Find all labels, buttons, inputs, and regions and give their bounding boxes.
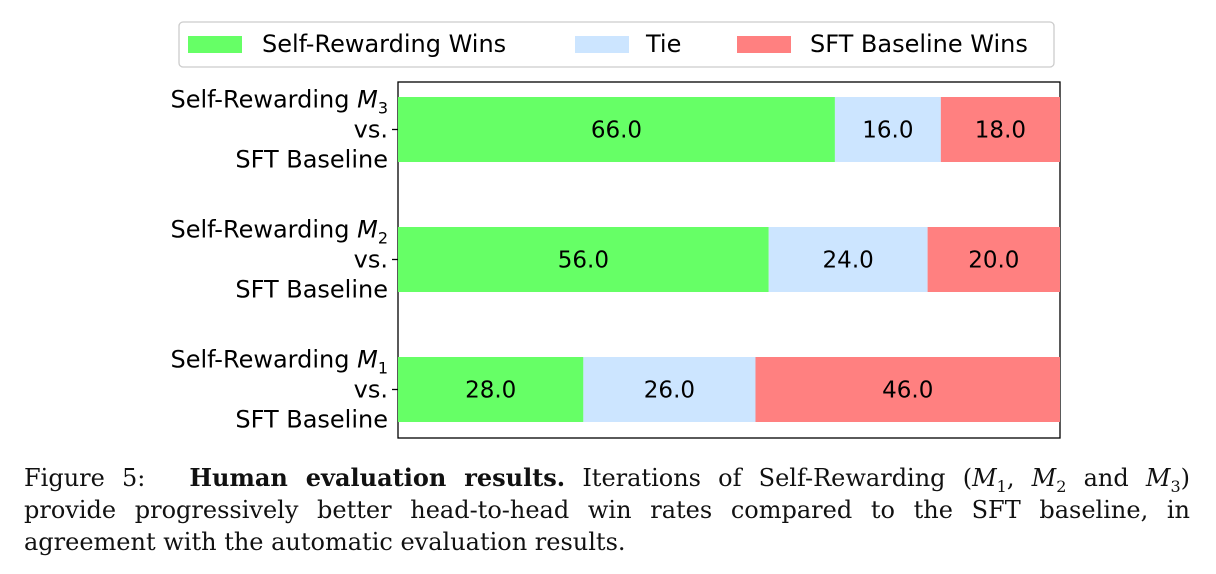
- caption-bold-title: Human evaluation results.: [189, 463, 566, 492]
- y-tick-label-line3: SFT Baseline: [235, 146, 388, 174]
- caption-text-1: Iterations of Self-Rewarding (: [565, 464, 973, 492]
- caption-sub-2: 2: [1056, 476, 1067, 496]
- data-label: 16.0: [862, 118, 913, 144]
- caption-sub-3: 3: [1170, 476, 1181, 496]
- y-tick-text: Self-Rewarding: [171, 216, 358, 244]
- y-tick-subscript: 1: [378, 359, 388, 378]
- bar-3-series-2: [583, 357, 756, 422]
- bar-2-series-2: [768, 227, 928, 292]
- figure-caption: Figure 5: Human evaluation results. Itera…: [24, 462, 1190, 558]
- y-tick-label-line3: SFT Baseline: [235, 276, 388, 304]
- y-tick-subscript: 2: [378, 229, 388, 248]
- caption-model-m3: M: [1145, 464, 1171, 492]
- data-label: 28.0: [465, 378, 516, 404]
- data-label: 20.0: [968, 248, 1019, 274]
- y-tick-model: M: [357, 86, 378, 114]
- bar-3-series-1: [398, 357, 584, 422]
- chart-legend: Self-Rewarding Wins Tie SFT Baseline Wins: [178, 21, 1055, 68]
- y-tick-text: Self-Rewarding: [171, 346, 358, 374]
- stacked-bar-chart: Self-Rewarding Wins Tie SFT Baseline Wins …: [171, 21, 1061, 439]
- caption-sep-1: ,: [1006, 464, 1032, 492]
- y-tick-model: M: [357, 346, 378, 374]
- caption-model-m1: M: [972, 464, 997, 492]
- bar-1-series-1: [398, 97, 835, 162]
- data-label: 46.0: [882, 378, 933, 404]
- data-label: 24.0: [823, 248, 874, 274]
- legend-label-3: SFT Baseline Wins: [810, 30, 1028, 58]
- y-tick-label-line1: Self-Rewarding M1: [171, 346, 389, 378]
- caption-sep-2: and: [1066, 464, 1146, 492]
- data-label: 18.0: [975, 118, 1026, 144]
- y-tick-label-line2: vs.: [354, 116, 388, 144]
- y-tick-label-line3: SFT Baseline: [235, 406, 388, 434]
- bar-2-series-1: [398, 227, 769, 292]
- legend-swatch-2: [575, 36, 629, 53]
- legend-swatch-1: [188, 36, 242, 53]
- bar-1-series-2: [834, 97, 941, 162]
- data-label: 66.0: [591, 118, 642, 144]
- caption-label: Figure 5:: [24, 464, 146, 492]
- bar-group: 66.0 16.0 18.0 56.0 24.0 20.0 28.0 26.0 46.0: [398, 97, 1060, 422]
- y-tick-text: Self-Rewarding: [171, 86, 358, 114]
- y-tick-label-line1: Self-Rewarding M3: [171, 86, 389, 118]
- bar-1-series-3: [940, 97, 1060, 162]
- y-tick-label-line2: vs.: [354, 376, 388, 404]
- bar-3-series-3: [755, 357, 1060, 422]
- data-label: 26.0: [644, 378, 695, 404]
- data-label: 56.0: [558, 248, 609, 274]
- y-tick-label-line1: Self-Rewarding M2: [171, 216, 389, 248]
- caption-model-m2: M: [1031, 464, 1057, 492]
- legend-swatch-3: [737, 36, 791, 53]
- y-tick-subscript: 3: [378, 99, 388, 118]
- y-tick-model: M: [357, 216, 378, 244]
- bar-2-series-3: [927, 227, 1060, 292]
- legend-label-2: Tie: [645, 30, 681, 58]
- caption-text-2: ) provide progressively better head-to-h…: [24, 464, 1191, 556]
- y-tick-label-line2: vs.: [354, 246, 388, 274]
- caption-sub-1: 1: [996, 476, 1007, 496]
- legend-label-1: Self-Rewarding Wins: [262, 30, 506, 58]
